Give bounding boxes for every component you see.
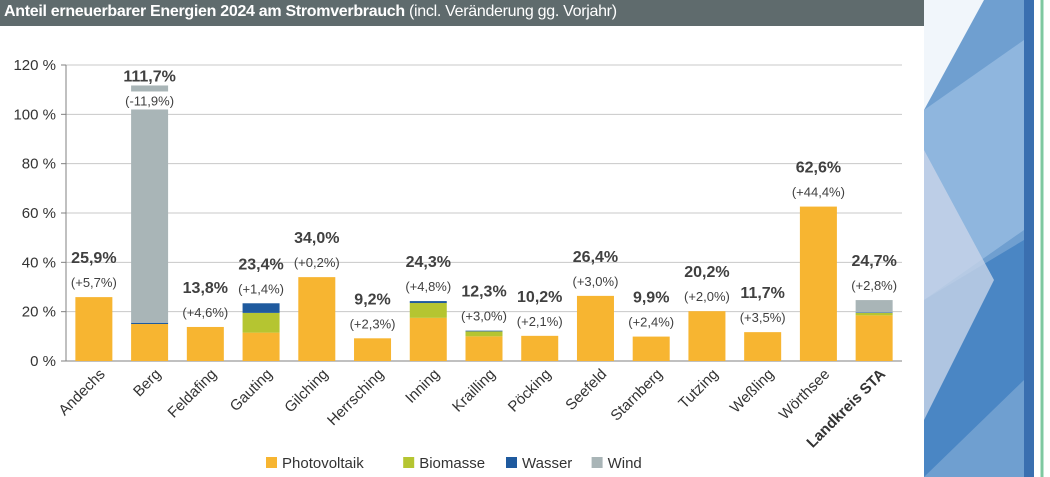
data-label-change: (+3,0%) xyxy=(573,274,619,289)
data-label-total: 11,7% xyxy=(740,285,784,302)
x-category-label: Weßling xyxy=(727,366,778,417)
x-category-label: Tutzing xyxy=(675,366,721,412)
legend-label-wind: Wind xyxy=(608,455,642,472)
x-category-label: Andechs xyxy=(55,366,108,419)
data-label-change: (+1,4%) xyxy=(238,281,284,296)
y-tick-label: 60 % xyxy=(22,205,56,222)
data-label-total: 23,4% xyxy=(238,256,283,273)
x-category-label: Gilching xyxy=(281,366,331,416)
bar-biomasse xyxy=(242,312,280,333)
data-label-change: (+2,0%) xyxy=(684,289,730,304)
bar-biomasse xyxy=(855,312,893,316)
chart-header: Anteil erneuerbarer Energien 2024 am Str… xyxy=(0,0,924,26)
legend-label-photovoltaik: Photovoltaik xyxy=(282,455,364,472)
chart-title: Anteil erneuerbarer Energien 2024 am Str… xyxy=(4,3,617,21)
data-label-change: (+44,4%) xyxy=(792,185,845,200)
x-category-label: Starnberg xyxy=(607,366,666,425)
bar-photovoltaik xyxy=(409,317,447,361)
bar-photovoltaik xyxy=(576,295,614,361)
y-tick-label: 20 % xyxy=(22,304,56,321)
legend-swatch-wasser xyxy=(506,457,517,468)
legend-label-wasser: Wasser xyxy=(522,455,572,472)
data-label-total: 25,9% xyxy=(71,250,116,267)
bar-wasser xyxy=(242,303,280,313)
x-category-label: Feldafing xyxy=(164,366,220,422)
bar-wasser xyxy=(409,301,447,304)
data-label-total: 9,9% xyxy=(633,290,669,307)
data-label-change: (+2,1%) xyxy=(517,314,563,329)
data-label-change: (+0,2%) xyxy=(294,255,340,270)
bar-photovoltaik xyxy=(744,332,782,361)
data-label-change: (+5,7%) xyxy=(71,275,117,290)
data-label-total: 24,3% xyxy=(406,254,451,271)
data-label-change: (-11,9%) xyxy=(125,93,174,108)
bar-biomasse xyxy=(465,331,503,337)
data-label-total: 111,7% xyxy=(123,68,176,85)
chart-title-subtitle: (incl. Veränderung gg. Vorjahr) xyxy=(404,3,617,20)
bar-photovoltaik xyxy=(75,297,113,361)
data-label-change: (+3,5%) xyxy=(740,310,786,325)
data-label-change: (+2,3%) xyxy=(350,316,396,331)
bar-photovoltaik xyxy=(186,326,224,361)
legend-swatch-photovoltaik xyxy=(266,457,277,468)
x-category-label: Wörthsee xyxy=(776,366,833,423)
legend-swatch-biomasse xyxy=(403,457,415,468)
data-label-total: 10,2% xyxy=(517,289,562,306)
x-category-label: Seefeld xyxy=(562,366,610,414)
bar-photovoltaik xyxy=(131,324,169,361)
data-label-change: (+2,4%) xyxy=(628,315,674,330)
y-tick-label: 0 % xyxy=(30,353,56,370)
data-label-total: 13,8% xyxy=(183,280,228,297)
bar-photovoltaik xyxy=(298,277,336,361)
bar-wind xyxy=(855,300,893,313)
x-category-label: Gauting xyxy=(227,366,276,415)
bar-wasser xyxy=(131,322,169,324)
y-tick-label: 100 % xyxy=(13,106,56,123)
data-label-change: (+2,8%) xyxy=(851,278,897,293)
y-tick-label: 80 % xyxy=(22,156,56,173)
bar-photovoltaik xyxy=(242,332,280,361)
data-label-total: 26,4% xyxy=(573,249,618,266)
bar-photovoltaik xyxy=(799,206,837,361)
data-label-total: 34,0% xyxy=(294,230,339,247)
bar-photovoltaik xyxy=(632,336,670,361)
bar-photovoltaik xyxy=(855,315,893,361)
bar-biomasse xyxy=(409,303,447,318)
data-label-change: (+3,0%) xyxy=(461,309,507,324)
x-category-label: Krailling xyxy=(449,366,499,416)
x-category-label: Herrsching xyxy=(324,366,387,429)
x-category-label: Berg xyxy=(130,366,164,400)
data-label-total: 12,3% xyxy=(461,284,506,301)
bar-wind xyxy=(131,85,169,323)
y-tick-label: 40 % xyxy=(22,254,56,271)
bar-photovoltaik xyxy=(354,338,392,361)
bar-photovoltaik xyxy=(521,335,559,361)
bar-wasser xyxy=(465,330,503,332)
x-category-label: Inning xyxy=(402,366,443,407)
legend-label-biomasse: Biomasse xyxy=(419,455,485,472)
data-label-total: 9,2% xyxy=(354,291,390,308)
decorative-side-panel xyxy=(924,0,1050,477)
data-label-change: (+4,6%) xyxy=(182,305,228,320)
stacked-bar-chart: 0 % 20 % 40 % 60 % 80 % 100 % 120 % 25,9% (+5,7%… xyxy=(13,57,902,472)
bar-photovoltaik xyxy=(465,336,503,361)
data-label-total: 24,7% xyxy=(851,253,896,270)
y-tick-label: 120 % xyxy=(13,57,56,74)
legend-swatch-wind xyxy=(591,457,603,468)
x-category-label: Pöcking xyxy=(505,366,555,416)
data-label-change: (+4,8%) xyxy=(405,279,451,294)
bar-photovoltaik xyxy=(688,311,726,361)
change-label-bg xyxy=(119,91,180,110)
chart-title-bold: Anteil erneuerbarer Energien 2024 am Str… xyxy=(4,3,405,20)
data-label-total: 20,2% xyxy=(684,264,729,281)
data-label-total: 62,6% xyxy=(796,160,841,177)
